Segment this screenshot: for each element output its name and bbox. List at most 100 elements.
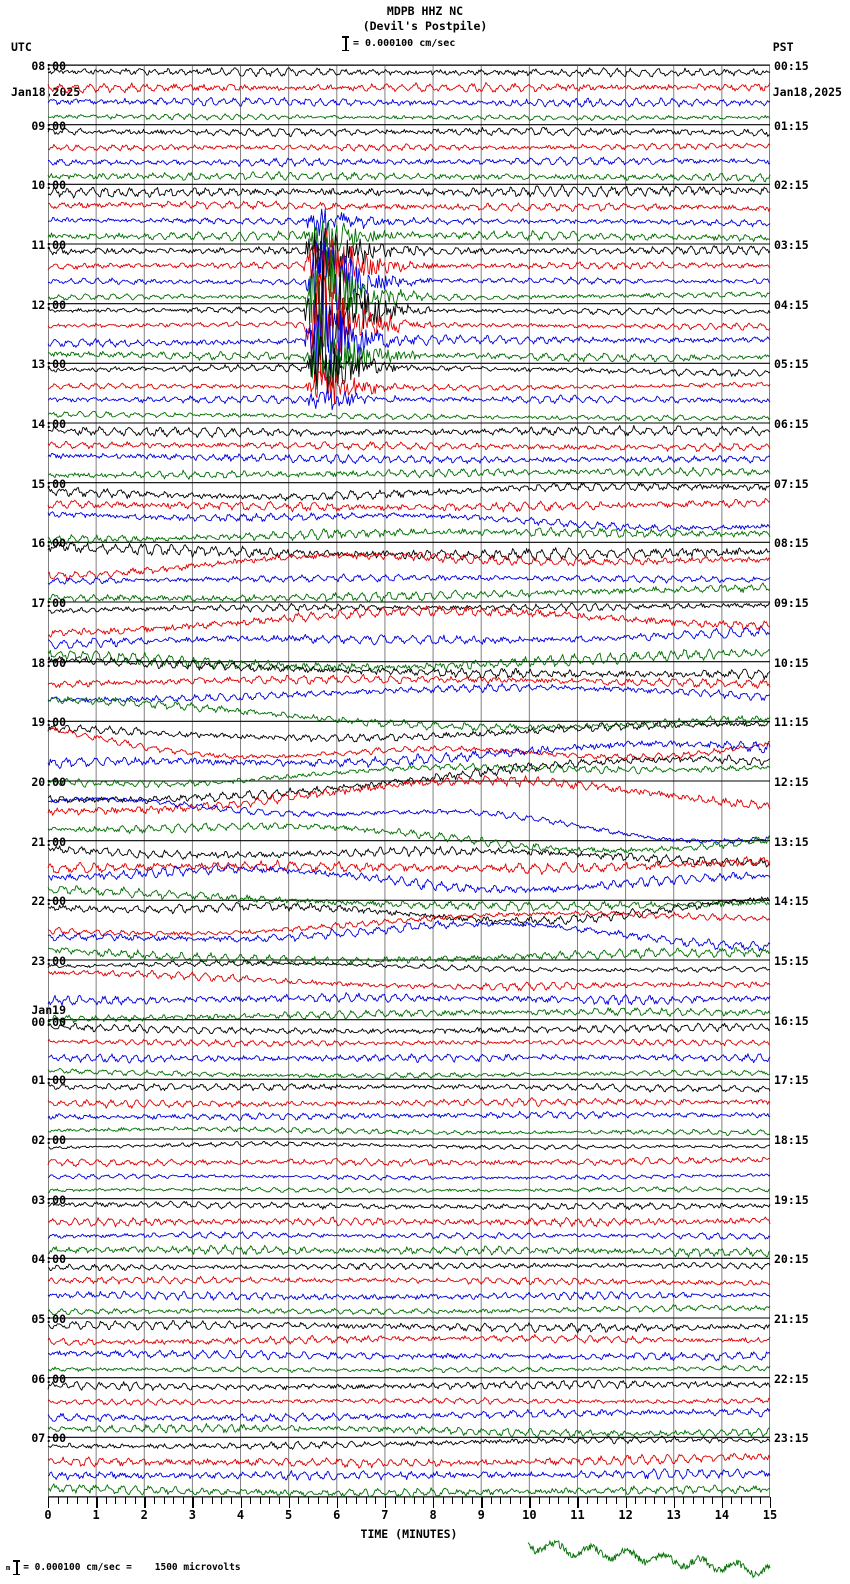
seismic-trace — [47, 1038, 771, 1048]
seismic-trace — [47, 228, 771, 303]
seismic-trace — [47, 683, 771, 703]
x-tick-minor — [490, 1497, 492, 1504]
x-tick-major — [288, 1497, 291, 1508]
y-axis-label-utc: 19:00 — [31, 715, 66, 730]
x-tick-major — [192, 1497, 194, 1508]
x-tick-label: 4 — [236, 1508, 245, 1522]
x-tick-minor — [731, 1497, 733, 1504]
y-axis-label-utc: 06:00 — [31, 1371, 66, 1386]
seismic-trace — [47, 1216, 771, 1228]
x-tick-minor — [105, 1497, 107, 1504]
seismic-trace — [47, 1200, 771, 1211]
y-axis-label-pst: 12:15 — [774, 775, 809, 789]
seismic-trace — [47, 656, 771, 680]
seismic-trace — [47, 696, 771, 732]
x-tick-major — [721, 1497, 724, 1508]
x-tick-minor — [394, 1497, 396, 1504]
seismic-trace — [47, 1053, 771, 1064]
x-tick-minor — [182, 1497, 184, 1504]
y-axis-label-utc: 05:00 — [31, 1312, 66, 1326]
seismic-trace — [47, 96, 771, 108]
x-tick-minor — [471, 1497, 473, 1504]
y-axis-label-utc: 14:00 — [31, 417, 66, 431]
seismic-trace — [47, 959, 771, 973]
seismic-trace — [47, 1435, 771, 1450]
seismic-trace — [47, 885, 771, 912]
x-tick-major — [384, 1497, 387, 1508]
x-tick-minor — [67, 1497, 69, 1504]
seismic-trace — [47, 387, 771, 411]
x-tick-label: 8 — [429, 1508, 437, 1522]
y-axis-label-utc: 11:00 — [31, 238, 66, 252]
y-axis-label-utc: 20:00 — [31, 775, 66, 789]
x-tick-minor — [86, 1497, 88, 1504]
seismic-trace — [47, 1261, 771, 1272]
y-axis-label-utc: 16:00 — [31, 536, 66, 551]
seismic-traces — [47, 64, 771, 1579]
y-axis-label-utc: 23:00 — [31, 954, 66, 968]
y-axis-label-pst: 16:15 — [774, 1013, 809, 1028]
x-tick-minor — [587, 1497, 589, 1504]
x-tick-major — [481, 1497, 483, 1508]
seismic-trace — [47, 845, 771, 868]
seismic-trace — [47, 1231, 771, 1240]
seismic-trace — [47, 1110, 771, 1121]
x-tick-major — [96, 1497, 98, 1508]
seismic-trace — [47, 762, 771, 788]
x-tick-minor — [115, 1497, 117, 1504]
seismic-trace — [47, 1349, 771, 1362]
y-axis-label-pst: 15:15 — [774, 954, 809, 968]
seismic-trace — [47, 185, 771, 199]
y-axis-label-utc: 02:00 — [31, 1133, 66, 1147]
x-tick-label: 6 — [333, 1508, 341, 1522]
seismic-trace — [47, 1007, 771, 1024]
seismic-trace — [47, 626, 770, 650]
y-axis-label-pst: 07:15 — [774, 476, 809, 491]
seismic-trace — [47, 466, 771, 480]
y-axis-label-utc: 04:00 — [31, 1252, 66, 1267]
station-code: MDPB HHZ NC — [386, 4, 464, 18]
seismic-trace — [47, 1320, 771, 1334]
y-axis-label-utc: 18:00 — [31, 655, 66, 670]
seismic-trace — [47, 1126, 771, 1136]
seismic-trace — [47, 1397, 771, 1406]
y-axis-label-pst: 01:15 — [774, 118, 809, 133]
seismic-trace — [47, 740, 771, 769]
y-axis-label-utc: 08:00 — [31, 59, 66, 73]
x-tick-minor — [327, 1497, 329, 1504]
x-tick-minor — [635, 1497, 637, 1504]
x-tick-minor — [211, 1497, 213, 1504]
scale-legend-text: = 0.000100 cm/sec — [353, 38, 456, 49]
seismic-trace — [47, 441, 771, 453]
x-tick-minor — [442, 1497, 444, 1504]
seismic-trace — [47, 326, 771, 389]
seismic-trace — [47, 754, 771, 804]
seismic-trace — [47, 230, 771, 316]
y-axis-label-pst: 19:15 — [774, 1192, 809, 1207]
y-axis-label-pst: 00:15 — [774, 59, 809, 73]
seismic-trace — [47, 582, 771, 603]
x-tick-minor — [173, 1497, 175, 1504]
seismic-trace — [47, 424, 771, 438]
seismic-trace — [47, 602, 771, 614]
seismic-trace — [47, 1244, 771, 1258]
y-axis-label-utc: 21:00 — [31, 834, 66, 849]
seismic-trace — [47, 551, 771, 581]
seismic-trace — [47, 1423, 771, 1438]
x-tick-minor — [548, 1497, 550, 1504]
x-tick-label: 2 — [140, 1508, 148, 1522]
seismic-trace — [47, 497, 771, 513]
seismic-trace — [47, 1186, 771, 1194]
seismic-trace — [47, 113, 771, 121]
x-tick-label: 0 — [44, 1508, 52, 1522]
x-tick-minor — [760, 1497, 762, 1504]
seismic-trace — [47, 304, 771, 382]
seismic-trace — [47, 410, 771, 422]
x-tick-major — [625, 1497, 627, 1508]
x-tick-minor — [654, 1497, 656, 1504]
x-tick-minor — [153, 1497, 155, 1504]
seismic-trace — [47, 171, 771, 183]
x-tick-minor — [596, 1497, 598, 1504]
x-tick-minor — [644, 1497, 646, 1504]
seismic-trace — [48, 1083, 771, 1093]
